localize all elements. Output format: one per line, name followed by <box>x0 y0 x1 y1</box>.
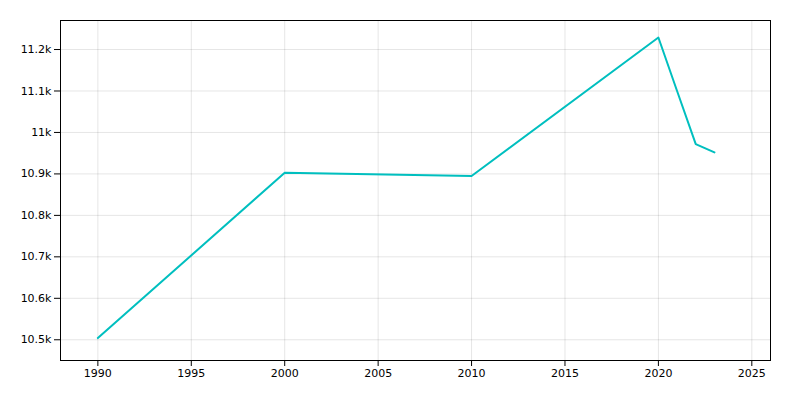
svg-text:11.2k: 11.2k <box>21 43 52 56</box>
svg-text:1995: 1995 <box>177 367 205 380</box>
svg-text:10.9k: 10.9k <box>21 167 52 180</box>
svg-text:10.5k: 10.5k <box>21 333 52 346</box>
svg-text:1990: 1990 <box>84 367 112 380</box>
svg-text:11.1k: 11.1k <box>21 85 52 98</box>
svg-text:2020: 2020 <box>644 367 672 380</box>
svg-text:10.6k: 10.6k <box>21 292 52 305</box>
svg-text:2000: 2000 <box>271 367 299 380</box>
svg-text:10.7k: 10.7k <box>21 250 52 263</box>
svg-text:10.8k: 10.8k <box>21 209 52 222</box>
svg-text:2005: 2005 <box>364 367 392 380</box>
svg-text:2025: 2025 <box>738 367 766 380</box>
svg-text:11k: 11k <box>31 126 52 139</box>
svg-text:2015: 2015 <box>551 367 579 380</box>
svg-text:2010: 2010 <box>458 367 486 380</box>
